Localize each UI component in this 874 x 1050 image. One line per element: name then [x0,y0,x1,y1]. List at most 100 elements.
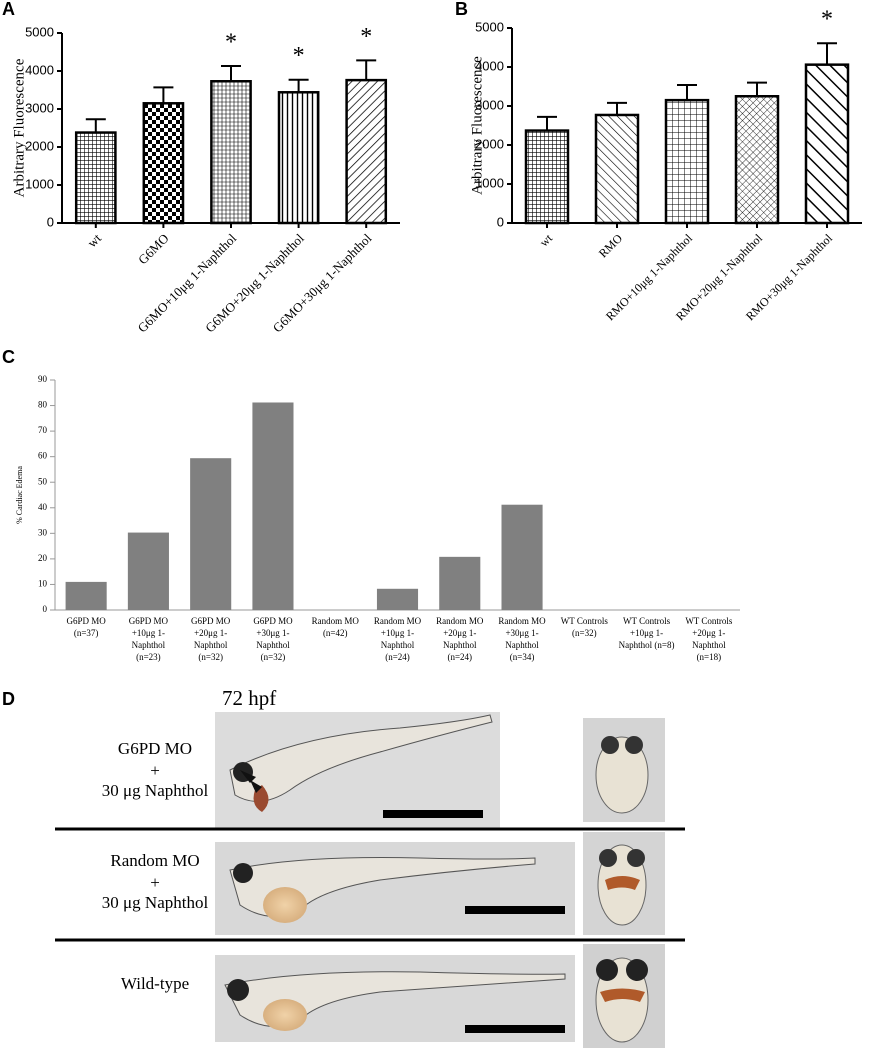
error-bar [288,78,309,93]
row-label: Wild-type [121,974,189,993]
x-tick-label: Naphthol [443,640,477,650]
row-label: + [150,761,160,780]
photos [215,712,665,1048]
bar [804,63,850,225]
y-tick-label: 2000 [475,136,504,151]
row-label: Random MO [110,851,199,870]
panel-label: A [2,0,15,19]
y-tick-label: 5000 [475,19,504,34]
y-tick-label: 30 [38,527,48,537]
row-label: 30 μg Naphthol [102,781,209,800]
x-tick-label: Naphthol [505,640,539,650]
y-axis-label: % Cardiac Edema [15,466,24,524]
x-tick-label: Naphthol [692,640,726,650]
x-tick-label: +30μg 1- [256,628,289,638]
y-tick-label: 40 [38,502,48,512]
error-bar [221,65,241,82]
x-tick-label: wt [84,230,104,250]
x-tick-label: Naphthol (n=8) [619,640,675,650]
bar [664,98,710,225]
x-tick-label: G6MO [135,231,172,268]
x-tick-label: wt [537,231,556,250]
x-tick-label: G6PD MO [191,616,231,626]
x-tick-label: (n=18) [697,652,722,662]
x-tick-label: +20μg 1- [443,628,476,638]
significance-marker: * [360,24,372,50]
y-tick-label: 4000 [25,62,54,77]
bar [594,113,640,225]
x-tick-label: (n=34) [510,652,535,662]
x-tick-label: (n=42) [323,628,348,638]
row-label: G6PD MO [118,739,192,758]
y-tick-label: 1000 [475,175,504,190]
y-axis-label: Arbitrary Fluorescence [11,58,27,197]
error-bar [817,42,837,65]
panel-label: C [2,347,15,367]
y-tick-label: 0 [47,214,54,229]
x-tick-label: G6PD MO [67,616,107,626]
error-bar [85,118,106,133]
x-tick-label: WT Controls [561,616,609,626]
row-label: + [150,873,160,892]
x-tick-label: (n=24) [385,652,410,662]
significance-marker: * [293,43,305,69]
y-tick-label: 0 [497,214,504,229]
y-tick-label: 0 [43,604,48,614]
panel-label: D [2,689,15,709]
x-tick-label: (n=24) [447,652,472,662]
x-tick-label: (n=37) [74,628,99,638]
error-bar [537,115,557,131]
y-tick-label: 10 [38,579,48,589]
x-tick-label: +10μg 1- [132,628,165,638]
bar [127,532,169,610]
y-axis-label: Arbitrary Fluorescence [469,56,485,195]
bar [524,129,570,225]
x-tick-label: Naphthol [194,640,228,650]
x-tick-label: +10μg 1- [630,628,663,638]
bar [345,78,388,225]
y-tick-label: 5000 [25,24,54,39]
bar [376,588,419,610]
error-bar [356,59,377,81]
y-tick-label: 80 [38,400,48,410]
bar [74,131,117,225]
significance-marker: * [821,7,833,33]
y-tick-label: 3000 [25,100,54,115]
x-tick-label: (n=23) [136,652,161,662]
bar [734,95,780,225]
bar [210,80,252,225]
x-tick-label: +20μg 1- [194,628,227,638]
x-tick-label: Naphthol [381,640,415,650]
bar [190,458,232,610]
x-tick-label: Random MO [436,616,484,626]
y-tick-label: 20 [38,553,48,563]
x-tick-label: G6PD MO [129,616,169,626]
x-tick-label: Naphthol [256,640,290,650]
x-tick-label: Random MO [374,616,422,626]
x-tick-label: Random MO [498,616,546,626]
bar [439,556,481,610]
x-tick-label: Random MO [312,616,360,626]
bar [65,581,107,610]
y-tick-label: 50 [38,476,48,486]
x-tick-label: +30μg 1- [505,628,538,638]
x-tick-label: WT Controls [685,616,733,626]
time-label: 72 hpf [222,686,276,710]
y-tick-label: 90 [38,374,48,384]
error-bar [153,86,174,104]
bar [277,91,320,225]
error-bar [747,81,767,97]
bar [501,504,543,610]
row-label: 30 μg Naphthol [102,893,209,912]
y-tick-label: 70 [38,425,48,435]
error-bar [677,83,697,101]
bar [252,402,294,610]
x-tick-label: (n=32) [572,628,597,638]
y-tick-label: 1000 [25,176,54,191]
x-tick-label: WT Controls [623,616,671,626]
x-tick-label: +20μg 1- [692,628,725,638]
x-tick-label: (n=32) [261,652,286,662]
x-tick-label: Naphthol [132,640,166,650]
x-tick-label: +10μg 1- [381,628,414,638]
